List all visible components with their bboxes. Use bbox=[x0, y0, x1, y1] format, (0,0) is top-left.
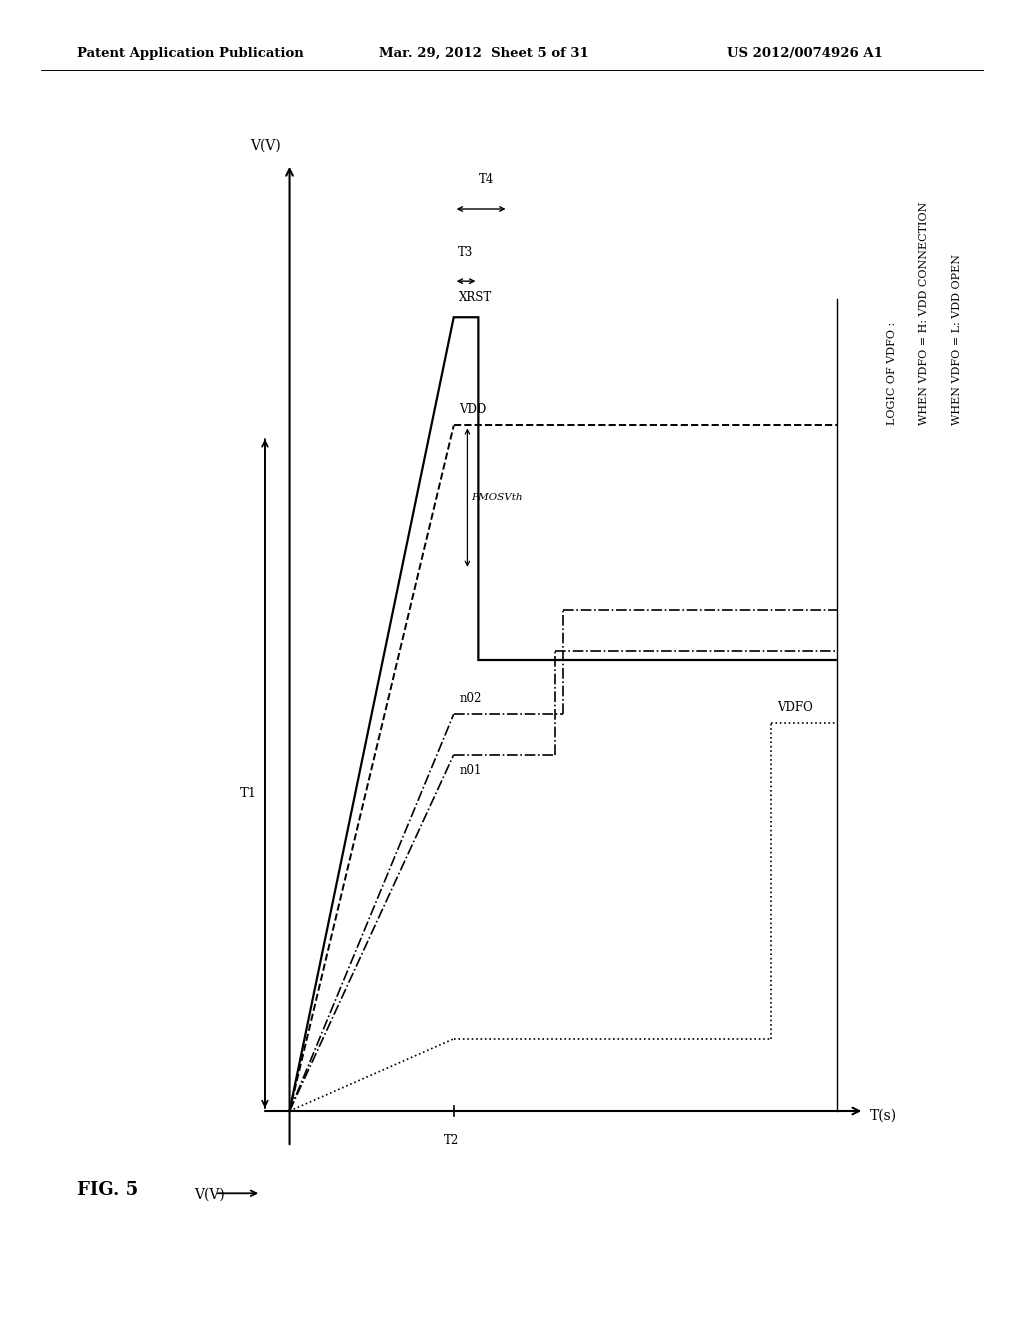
Text: Patent Application Publication: Patent Application Publication bbox=[77, 46, 303, 59]
Text: XRST: XRST bbox=[459, 290, 493, 304]
Text: LOGIC OF VDFO :: LOGIC OF VDFO : bbox=[887, 322, 897, 425]
Text: PMOSVth: PMOSVth bbox=[471, 494, 522, 502]
Text: Mar. 29, 2012  Sheet 5 of 31: Mar. 29, 2012 Sheet 5 of 31 bbox=[379, 46, 589, 59]
Text: V(V): V(V) bbox=[251, 139, 282, 153]
Text: T(s): T(s) bbox=[869, 1109, 897, 1122]
Text: US 2012/0074926 A1: US 2012/0074926 A1 bbox=[727, 46, 883, 59]
Text: WHEN VDFO = L: VDD OPEN: WHEN VDFO = L: VDD OPEN bbox=[952, 255, 963, 425]
Text: WHEN VDFO = H: VDD CONNECTION: WHEN VDFO = H: VDD CONNECTION bbox=[920, 202, 930, 425]
Text: T1: T1 bbox=[240, 787, 257, 800]
Text: n01: n01 bbox=[459, 764, 481, 776]
Text: V(V): V(V) bbox=[195, 1188, 225, 1201]
Text: n02: n02 bbox=[459, 692, 481, 705]
Text: FIG. 5: FIG. 5 bbox=[77, 1180, 138, 1199]
Text: T2: T2 bbox=[443, 1134, 459, 1147]
Text: T4: T4 bbox=[479, 173, 495, 186]
Text: VDFO: VDFO bbox=[776, 701, 812, 714]
Text: T3: T3 bbox=[459, 246, 474, 259]
Text: VDD: VDD bbox=[459, 404, 486, 417]
